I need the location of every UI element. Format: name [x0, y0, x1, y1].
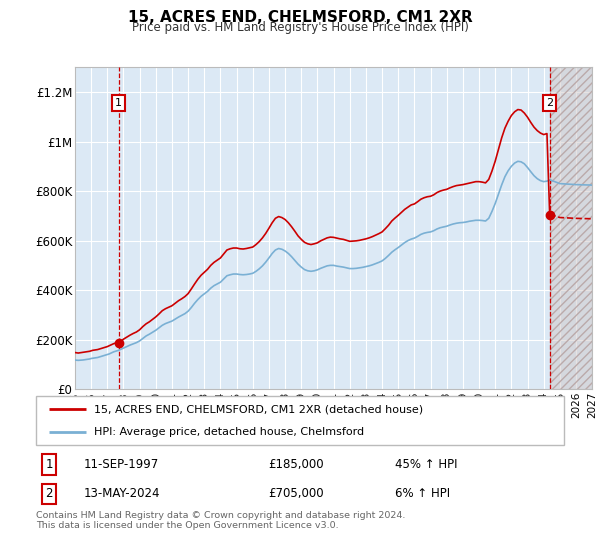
- Text: 15, ACRES END, CHELMSFORD, CM1 2XR (detached house): 15, ACRES END, CHELMSFORD, CM1 2XR (deta…: [94, 404, 423, 414]
- Text: 45% ↑ HPI: 45% ↑ HPI: [395, 458, 458, 471]
- FancyBboxPatch shape: [36, 396, 564, 445]
- Text: 13-MAY-2024: 13-MAY-2024: [83, 487, 160, 501]
- Text: 11-SEP-1997: 11-SEP-1997: [83, 458, 159, 471]
- Text: £185,000: £185,000: [268, 458, 324, 471]
- Text: 15, ACRES END, CHELMSFORD, CM1 2XR: 15, ACRES END, CHELMSFORD, CM1 2XR: [128, 10, 472, 25]
- Text: Price paid vs. HM Land Registry's House Price Index (HPI): Price paid vs. HM Land Registry's House …: [131, 21, 469, 34]
- Text: 1: 1: [46, 458, 53, 471]
- Text: £705,000: £705,000: [268, 487, 324, 501]
- Text: 6% ↑ HPI: 6% ↑ HPI: [395, 487, 450, 501]
- Text: Contains HM Land Registry data © Crown copyright and database right 2024.
This d: Contains HM Land Registry data © Crown c…: [36, 511, 406, 530]
- Text: HPI: Average price, detached house, Chelmsford: HPI: Average price, detached house, Chel…: [94, 427, 364, 437]
- Text: 2: 2: [546, 98, 553, 108]
- Text: 2: 2: [46, 487, 53, 501]
- Text: 1: 1: [115, 98, 122, 108]
